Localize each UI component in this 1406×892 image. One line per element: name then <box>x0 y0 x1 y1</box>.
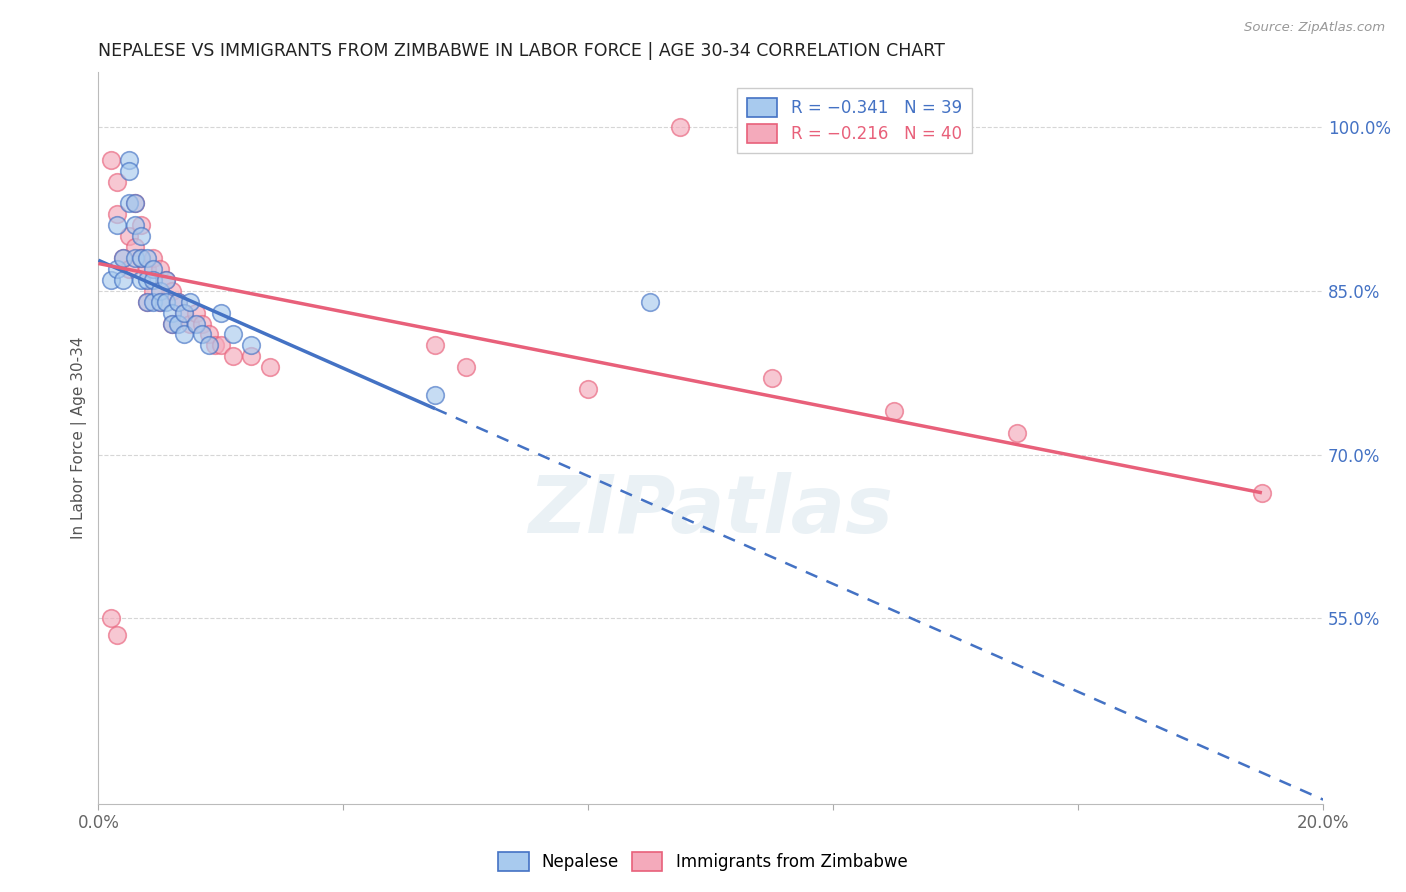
Point <box>129 251 152 265</box>
Point <box>129 229 152 244</box>
Point <box>136 294 159 309</box>
Point <box>118 163 141 178</box>
Point <box>136 262 159 277</box>
Point <box>142 294 165 309</box>
Point <box>124 196 146 211</box>
Point <box>155 294 177 309</box>
Point <box>197 327 219 342</box>
Point <box>173 327 195 342</box>
Point <box>186 317 208 331</box>
Point <box>136 251 159 265</box>
Point <box>105 628 128 642</box>
Point <box>118 262 141 277</box>
Point <box>179 294 201 309</box>
Point <box>142 262 165 277</box>
Point <box>259 360 281 375</box>
Point <box>669 120 692 134</box>
Point <box>155 273 177 287</box>
Point <box>124 251 146 265</box>
Point <box>425 387 447 401</box>
Legend: R = −0.341   N = 39, R = −0.216   N = 40: R = −0.341 N = 39, R = −0.216 N = 40 <box>737 88 972 153</box>
Point <box>1005 425 1028 440</box>
Point <box>105 207 128 221</box>
Point <box>111 251 134 265</box>
Text: NEPALESE VS IMMIGRANTS FROM ZIMBABWE IN LABOR FORCE | AGE 30-34 CORRELATION CHAR: NEPALESE VS IMMIGRANTS FROM ZIMBABWE IN … <box>98 42 945 60</box>
Point <box>100 153 122 167</box>
Point <box>173 305 195 319</box>
Point <box>111 251 134 265</box>
Point <box>1251 485 1274 500</box>
Point <box>136 273 159 287</box>
Point <box>155 273 177 287</box>
Point <box>454 360 477 375</box>
Point <box>222 349 245 363</box>
Point <box>124 219 146 233</box>
Point <box>883 404 905 418</box>
Point <box>209 305 232 319</box>
Point <box>111 273 134 287</box>
Point <box>149 294 172 309</box>
Text: Source: ZipAtlas.com: Source: ZipAtlas.com <box>1244 21 1385 34</box>
Point <box>100 611 122 625</box>
Point <box>118 196 141 211</box>
Y-axis label: In Labor Force | Age 30-34: In Labor Force | Age 30-34 <box>72 337 87 540</box>
Point <box>105 175 128 189</box>
Point <box>240 349 263 363</box>
Point <box>124 196 146 211</box>
Point <box>142 273 165 287</box>
Point <box>129 273 152 287</box>
Point <box>129 219 152 233</box>
Legend: Nepalese, Immigrants from Zimbabwe: Nepalese, Immigrants from Zimbabwe <box>491 843 915 880</box>
Point <box>124 240 146 254</box>
Point <box>186 305 208 319</box>
Point <box>167 294 190 309</box>
Point <box>167 317 190 331</box>
Point <box>240 338 263 352</box>
Point <box>204 338 226 352</box>
Point <box>100 273 122 287</box>
Point <box>129 251 152 265</box>
Point <box>179 317 201 331</box>
Point <box>149 294 172 309</box>
Point <box>638 294 661 309</box>
Point <box>761 371 783 385</box>
Point <box>149 262 172 277</box>
Text: ZIPatlas: ZIPatlas <box>529 473 893 550</box>
Point <box>136 294 159 309</box>
Point <box>576 382 599 396</box>
Point <box>197 338 219 352</box>
Point <box>160 284 183 298</box>
Point <box>191 327 214 342</box>
Point <box>173 305 195 319</box>
Point <box>160 317 183 331</box>
Point <box>425 338 447 352</box>
Point <box>191 317 214 331</box>
Point <box>105 219 128 233</box>
Point <box>118 229 141 244</box>
Point <box>160 317 183 331</box>
Point <box>160 305 183 319</box>
Point <box>149 284 172 298</box>
Point <box>142 284 165 298</box>
Point <box>118 153 141 167</box>
Point <box>142 251 165 265</box>
Point <box>105 262 128 277</box>
Point <box>209 338 232 352</box>
Point <box>222 327 245 342</box>
Point <box>167 294 190 309</box>
